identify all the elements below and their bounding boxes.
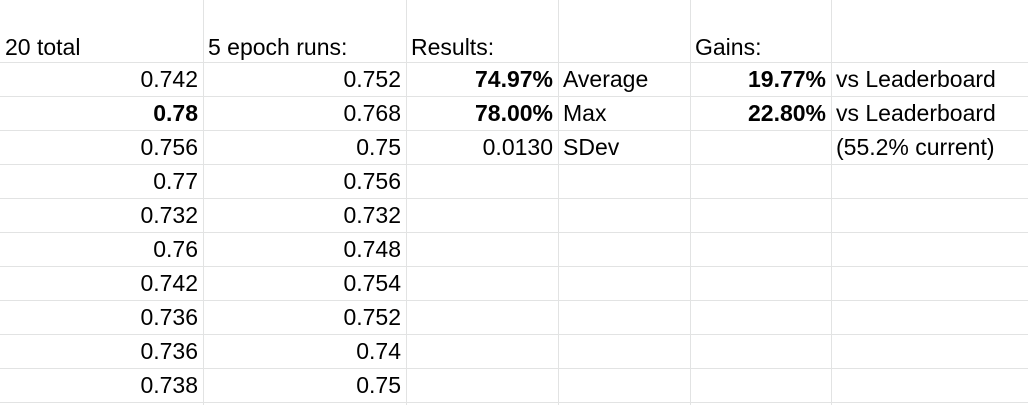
- gridline-horizontal: [0, 130, 1028, 131]
- gains-max-value[interactable]: 22.80%: [747, 100, 826, 126]
- gridline-horizontal: [0, 198, 1028, 199]
- table-cell-5-epoch-runs[interactable]: 0.756: [343, 168, 401, 194]
- table-cell-20-total[interactable]: 0.742: [140, 66, 198, 92]
- gridline-horizontal: [0, 164, 1028, 165]
- gridline-vertical: [203, 0, 204, 405]
- gridline-horizontal: [0, 232, 1028, 233]
- header-cell-results[interactable]: Results:: [411, 34, 495, 60]
- results-max-label[interactable]: Max: [563, 100, 607, 126]
- table-cell-20-total[interactable]: 0.77: [153, 168, 198, 194]
- table-cell-20-total[interactable]: 0.76: [153, 236, 198, 262]
- gridline-horizontal: [0, 300, 1028, 301]
- table-cell-5-epoch-runs[interactable]: 0.754: [343, 270, 401, 296]
- gains-average-value[interactable]: 19.77%: [747, 66, 826, 92]
- results-max-value[interactable]: 78.00%: [474, 100, 553, 126]
- gains-max-label[interactable]: vs Leaderboard: [836, 100, 996, 126]
- table-cell-5-epoch-runs[interactable]: 0.748: [343, 236, 401, 262]
- gridline-horizontal: [0, 266, 1028, 267]
- results-average-label[interactable]: Average: [563, 66, 649, 92]
- table-cell-20-total[interactable]: 0.736: [140, 338, 198, 364]
- gridline-vertical: [831, 0, 832, 405]
- results-average-value[interactable]: 74.97%: [474, 66, 553, 92]
- table-cell-20-total[interactable]: 0.78: [153, 100, 198, 126]
- header-cell-5-epoch-runs[interactable]: 5 epoch runs:: [208, 34, 348, 60]
- gridline-vertical: [558, 0, 559, 405]
- gridline-horizontal: [0, 96, 1028, 97]
- gridline-vertical: [406, 0, 407, 405]
- gains-current-note[interactable]: (55.2% current): [836, 134, 995, 160]
- table-cell-5-epoch-runs[interactable]: 0.74: [356, 338, 401, 364]
- gains-average-label[interactable]: vs Leaderboard: [836, 66, 996, 92]
- table-cell-20-total[interactable]: 0.738: [140, 372, 198, 398]
- table-cell-20-total[interactable]: 0.736: [140, 304, 198, 330]
- gridline-horizontal: [0, 334, 1028, 335]
- header-cell-20-total[interactable]: 20 total: [5, 34, 81, 60]
- table-cell-5-epoch-runs[interactable]: 0.768: [343, 100, 401, 126]
- gridline-vertical: [690, 0, 691, 405]
- table-cell-5-epoch-runs[interactable]: 0.75: [356, 134, 401, 160]
- gridline-horizontal: [0, 402, 1028, 403]
- table-cell-5-epoch-runs[interactable]: 0.752: [343, 66, 401, 92]
- table-cell-20-total[interactable]: 0.732: [140, 202, 198, 228]
- gridline-horizontal: [0, 62, 1028, 63]
- table-cell-20-total[interactable]: 0.756: [140, 134, 198, 160]
- results-sdev-value[interactable]: 0.0130: [482, 134, 553, 160]
- gridline-horizontal: [0, 368, 1028, 369]
- table-cell-5-epoch-runs[interactable]: 0.75: [356, 372, 401, 398]
- table-cell-20-total[interactable]: 0.742: [140, 270, 198, 296]
- results-sdev-label[interactable]: SDev: [563, 134, 620, 160]
- table-cell-5-epoch-runs[interactable]: 0.752: [343, 304, 401, 330]
- header-cell-gains[interactable]: Gains:: [695, 34, 762, 60]
- table-cell-5-epoch-runs[interactable]: 0.732: [343, 202, 401, 228]
